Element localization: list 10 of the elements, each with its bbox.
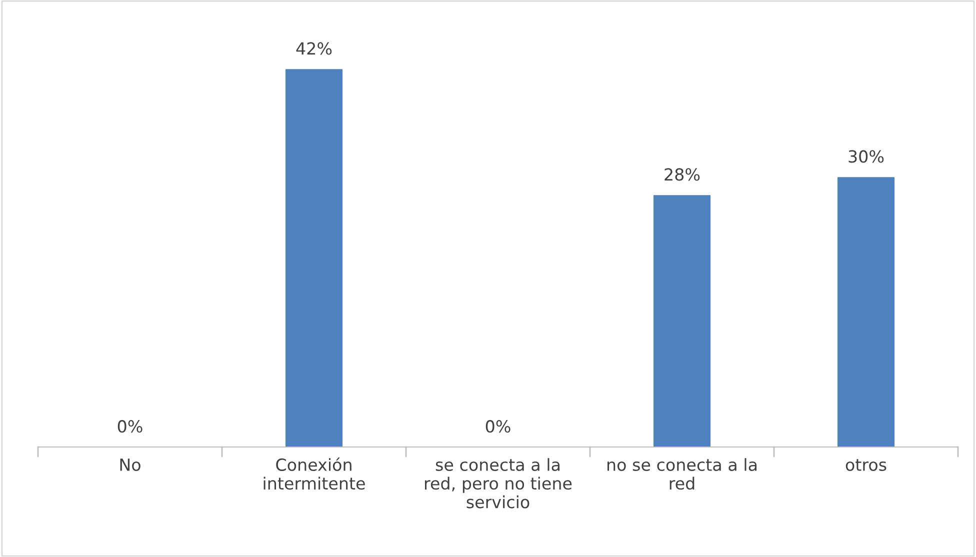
data-label: 30% <box>848 150 884 163</box>
data-label: 42% <box>296 42 332 55</box>
data-label: 0% <box>486 420 510 433</box>
x-tick-label: no se conecta a la red <box>607 458 757 490</box>
x-tick-label: se conecta a la red, pero no tiene servicio <box>425 458 572 508</box>
data-label: 28% <box>664 168 700 181</box>
data-label: 0% <box>118 420 142 433</box>
x-tick-label: Conexión intermitente <box>264 457 365 490</box>
x-tick-label: otros <box>846 459 886 472</box>
x-tick-label: No <box>120 458 140 472</box>
